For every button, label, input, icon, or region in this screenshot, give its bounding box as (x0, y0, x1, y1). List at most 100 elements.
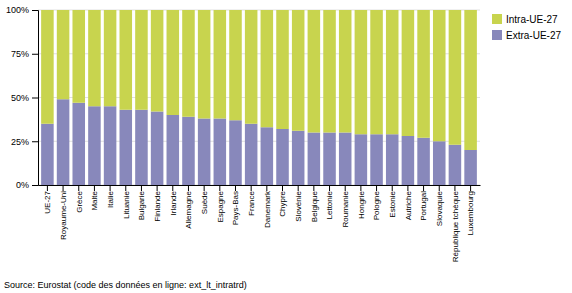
tick-label: Slovaquie (435, 190, 444, 226)
tick-label: Finlande (153, 190, 162, 221)
bar (135, 10, 148, 110)
tick-label: Bulgarie (137, 190, 146, 220)
tick-mark (219, 185, 220, 191)
tick-mark (470, 185, 471, 191)
bar (370, 10, 383, 134)
tick: Estonie (388, 185, 397, 218)
bar (245, 124, 258, 185)
bar (417, 138, 430, 185)
tick-label: Suède (200, 190, 209, 214)
chart: 0%25%50%75%100%UE-27Royaume-UniGrèceMalt… (0, 0, 572, 293)
series (41, 10, 477, 150)
tick-label: 50% (11, 93, 29, 103)
tick: Luxembourg (466, 185, 475, 235)
tick-label: Grèce (75, 190, 84, 212)
tick: 0% (16, 180, 38, 190)
axis-line (32, 11, 39, 186)
tick: Lettonie (325, 185, 334, 219)
tick-mark (157, 185, 158, 191)
tick: 50% (11, 93, 38, 103)
bar (323, 10, 336, 133)
bar (88, 106, 101, 185)
legend-swatch (492, 30, 502, 40)
bar (104, 10, 117, 106)
tick-mark (392, 185, 393, 191)
tick-label: Portugal (419, 191, 428, 221)
bar (214, 119, 227, 186)
tick-mark (235, 185, 236, 191)
tick-label: 25% (11, 137, 29, 147)
legend-swatch (492, 14, 502, 24)
bar (292, 10, 305, 131)
legend-item: Intra-UE-27 (492, 14, 558, 25)
tick-mark (439, 185, 440, 191)
bar (245, 10, 258, 124)
bar (433, 141, 446, 185)
bar (72, 103, 85, 185)
tick: 25% (11, 137, 38, 147)
bar (339, 133, 352, 186)
tick-mark (78, 185, 79, 191)
tick-label: Danemark (263, 190, 272, 228)
bar (72, 10, 85, 103)
tick-label: Slovénie (294, 190, 303, 221)
tick: Lituanie (122, 185, 131, 219)
bar (261, 127, 274, 185)
tick: République tchèque (451, 185, 460, 262)
tick-mark (188, 185, 189, 191)
bar (402, 136, 415, 185)
tick: Irlande (169, 185, 178, 215)
tick: France (247, 185, 256, 216)
tick: Suède (200, 185, 209, 214)
tick-mark (251, 185, 252, 191)
tick-mark (298, 185, 299, 191)
bar (229, 10, 242, 120)
bar (151, 10, 164, 112)
bar (167, 10, 180, 115)
tick: Bulgarie (137, 185, 146, 220)
tick-mark (63, 185, 64, 191)
tick: 100% (6, 5, 38, 15)
tick-label: Malte (90, 190, 99, 210)
bar (308, 10, 321, 133)
annotation: Source: Eurostat (code des données en li… (4, 280, 247, 290)
tick-label: 0% (16, 180, 29, 190)
tick-mark (110, 185, 111, 191)
bar (339, 10, 352, 133)
tick-label: Estonie (388, 190, 397, 217)
bar (449, 145, 462, 185)
bar (57, 99, 70, 185)
tick: Pays-Bas (231, 185, 240, 225)
bar (370, 134, 383, 185)
bar (417, 10, 430, 138)
bar (276, 10, 289, 129)
tick-mark (47, 185, 48, 191)
tick-label: Royaume-Uni (59, 191, 68, 240)
tick-mark (454, 185, 455, 191)
bar (323, 133, 336, 186)
bar (386, 134, 399, 185)
tick-label: République tchèque (451, 190, 460, 262)
tick-label: Lettonie (325, 190, 334, 219)
tick-mark (423, 185, 424, 191)
tick: Chypre (278, 185, 287, 217)
grid (38, 10, 480, 185)
tick-label: Pays-Bas (231, 191, 240, 225)
bar (182, 10, 195, 117)
bar (120, 10, 133, 110)
tick-mark (94, 185, 95, 191)
tick: Hongrie (357, 185, 366, 219)
bar (167, 115, 180, 185)
tick: 75% (11, 49, 38, 59)
tick-mark (345, 185, 346, 191)
tick: Belgique (310, 185, 319, 222)
legend-label: Extra-UE-27 (506, 30, 561, 41)
bar (386, 10, 399, 134)
tick-mark (407, 185, 408, 191)
bar (88, 10, 101, 106)
bar (120, 110, 133, 185)
bar (198, 119, 211, 186)
tick-mark (141, 185, 142, 191)
tick-mark (32, 10, 38, 11)
bar (449, 10, 462, 145)
